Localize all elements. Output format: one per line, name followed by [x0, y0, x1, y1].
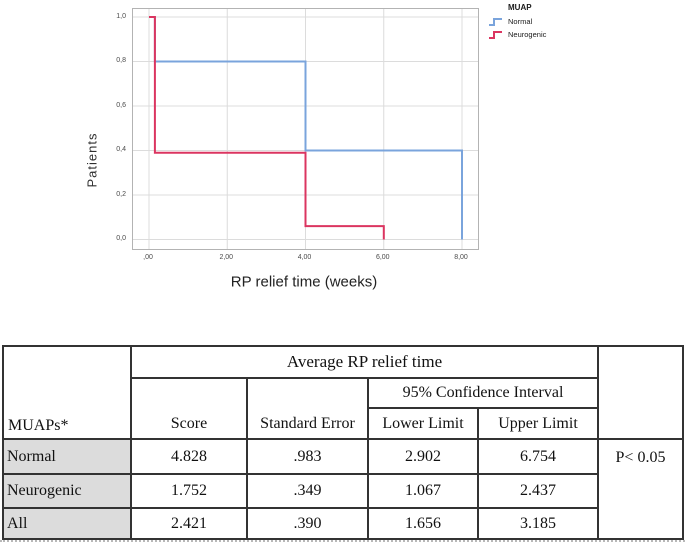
series-line-neurogenic — [149, 16, 385, 240]
table-row-normal: Normal 4.828 .983 2.902 6.754 P< 0.05 — [2, 438, 684, 540]
x-tick-label: ,00 — [143, 254, 153, 261]
col-header-score: Score — [130, 377, 248, 440]
score-value: 2.421 — [130, 507, 248, 540]
x-tick-label: 4,00 — [297, 254, 312, 261]
legend-label: Normal — [508, 16, 533, 26]
col-header-upper-limit: Upper Limit — [477, 407, 599, 440]
y-tick-label: 1,0 — [116, 12, 126, 20]
y-tick-label: 0,0 — [116, 235, 126, 242]
legend-item-normal: Normal — [488, 16, 546, 26]
table-row-all: All 2.421 .390 1.656 3.185 — [2, 507, 683, 540]
chart-legend: MUAP Normal Neurogenic — [488, 3, 546, 39]
x-tick-label: 6,00 — [375, 254, 390, 261]
p-value-cell: P< 0.05 — [597, 438, 684, 540]
y-tick-label: 0,6 — [116, 101, 126, 109]
legend-title: MUAP — [508, 3, 532, 12]
se-value: .983 — [246, 438, 369, 475]
col-header-lower-limit: Lower Limit — [367, 407, 479, 440]
x-tick-label: 2,00 — [219, 254, 234, 261]
legend-label: Neurogenic — [508, 29, 547, 39]
x-tick-label: 8,00 — [454, 254, 468, 261]
row-label: All — [2, 507, 132, 540]
lower-limit-value: 1.067 — [367, 473, 479, 509]
plot-svg — [133, 9, 478, 249]
results-table: MUAPs* Average RP relief time Score Stan… — [2, 345, 684, 540]
y-tick-label: 0,4 — [116, 146, 126, 153]
score-value: 1.752 — [130, 473, 248, 509]
x-axis-title: RP relief time (weeks) — [230, 273, 378, 291]
upper-limit-value: 2.437 — [477, 473, 599, 509]
bottom-divider — [0, 540, 685, 542]
row-label: Normal — [2, 438, 132, 475]
table-row-neurogenic: Neurogenic 1.752 .349 1.067 2.437 — [2, 473, 683, 509]
se-value: .349 — [246, 473, 369, 509]
legend-items: Normal Neurogenic — [488, 16, 546, 39]
y-axis-title: Patients — [84, 132, 100, 188]
upper-limit-value: 3.185 — [477, 507, 599, 540]
se-value: .390 — [246, 507, 369, 540]
survival-chart: Patients RP relief time (weeks) MUAP Nor… — [84, 3, 547, 291]
lower-limit-value: 2.902 — [367, 438, 479, 475]
ci-header: 95% Confidence Interval — [367, 377, 599, 409]
y-tick-label: 0,8 — [116, 57, 126, 64]
upper-limit-value: 6.754 — [477, 438, 599, 475]
legend-item-neurogenic: Neurogenic — [488, 29, 546, 39]
group-header: Average RP relief time — [130, 345, 599, 379]
score-value: 4.828 — [130, 438, 248, 475]
row-label: Neurogenic — [2, 473, 132, 509]
legend-step-icon — [489, 30, 502, 39]
plot-area — [132, 8, 479, 250]
col-header-standard-error: Standard Error — [246, 377, 369, 440]
empty-header-cell — [597, 345, 684, 440]
lower-limit-value: 1.656 — [367, 507, 479, 540]
table-corner-label: MUAPs* — [2, 345, 132, 440]
legend-step-icon — [489, 17, 502, 26]
y-tick-label: 0,2 — [116, 190, 126, 198]
